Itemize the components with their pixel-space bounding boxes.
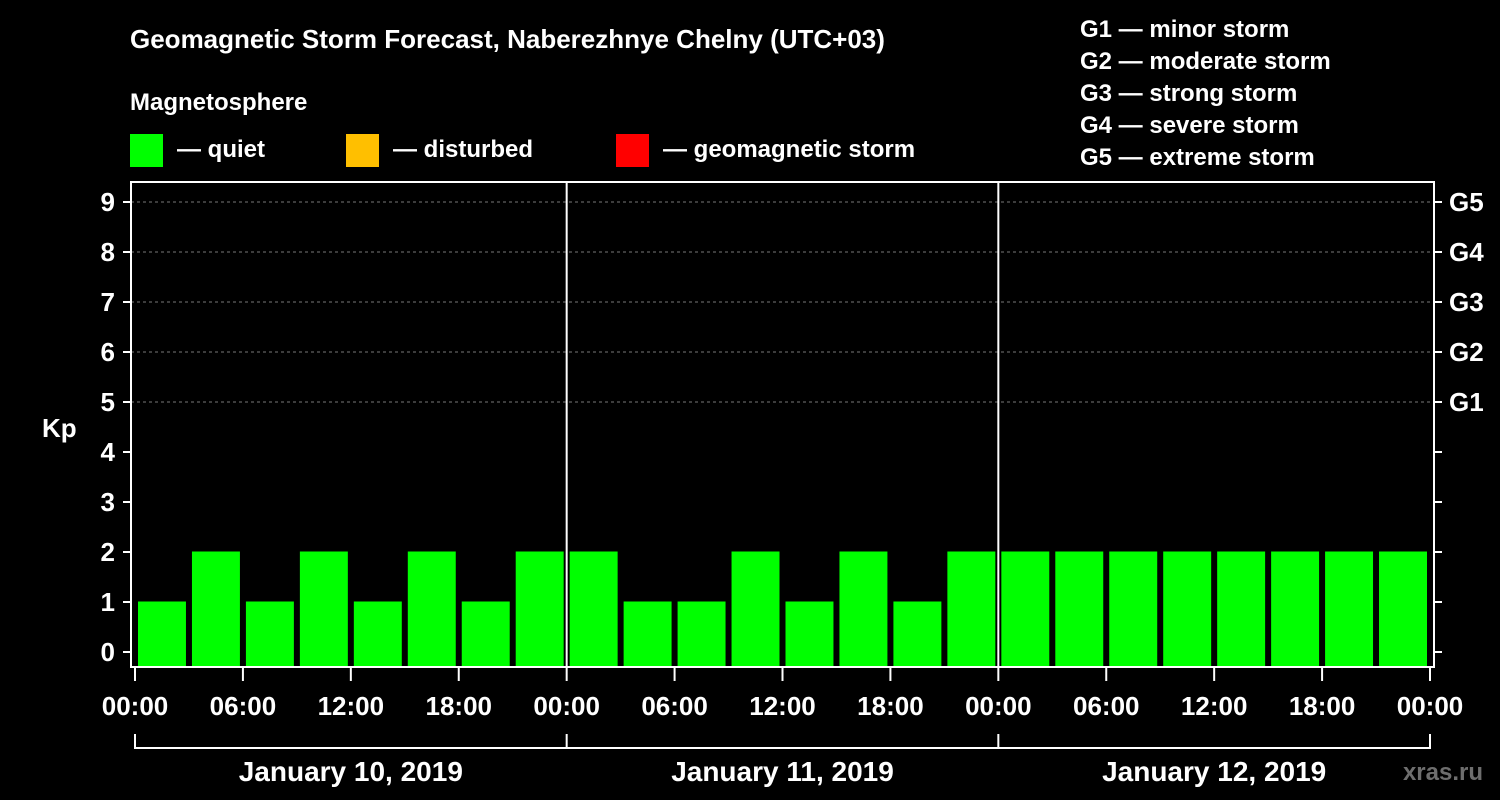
x-tick-label-12: 00:00 [1397,691,1464,721]
x-tick-label-2: 12:00 [318,691,385,721]
x-tick-label-9: 06:00 [1073,691,1140,721]
day-label-1: January 11, 2019 [671,756,894,787]
x-tick-label-4: 00:00 [533,691,600,721]
right-tick-label-G3: G3 [1449,287,1484,317]
bar-7 [515,551,564,667]
x-axis-ticks: 00:00 06:00 12:00 18:00 00:00 06:00 12:00 18:00… [102,667,1464,721]
bar-series [138,551,1427,667]
bar-9 [623,601,672,667]
x-tick-label-3: 18:00 [426,691,493,721]
bar-21 [1271,551,1320,667]
bar-12 [785,601,834,667]
storm-scale-item-0: G1 — minor storm [1080,16,1289,43]
bar-15 [947,551,996,667]
storm-scale-item-1: G2 — moderate storm [1080,48,1331,75]
day-separators [134,182,1431,749]
y-tick-label-5: 5 [101,387,115,417]
legend-label-1: — disturbed [393,136,533,163]
bar-16 [1001,551,1050,667]
y-axis-label: Kp [42,413,77,443]
y-tick-label-4: 4 [101,437,116,467]
bar-20 [1217,551,1266,667]
y-tick-label-2: 2 [101,537,115,567]
bar-3 [299,551,348,667]
y-tick-label-7: 7 [101,287,115,317]
bar-1 [191,551,240,667]
storm-scale-item-4: G5 — extreme storm [1080,144,1315,171]
right-axis-ticks: G1 G2 G3 G4 G5 [1434,187,1484,653]
right-tick-label-G1: G1 [1449,387,1484,417]
bar-18 [1109,551,1158,667]
x-tick-label-5: 06:00 [641,691,708,721]
bar-2 [245,601,294,667]
bar-6 [461,601,510,667]
x-tick-label-10: 12:00 [1181,691,1248,721]
x-tick-label-8: 00:00 [965,691,1032,721]
bar-22 [1325,551,1374,667]
y-axis-ticks: 0 1 2 3 4 5 6 7 8 9 [101,187,131,667]
x-tick-label-11: 18:00 [1289,691,1356,721]
legend-label-2: — geomagnetic storm [663,136,915,163]
y-tick-label-8: 8 [101,237,115,267]
bar-5 [407,551,456,667]
legend-title: Magnetosphere [130,89,307,116]
y-tick-label-9: 9 [101,187,115,217]
legend-swatch-0 [130,134,163,167]
day-label-2: January 12, 2019 [1102,756,1326,787]
legend-label-0: — quiet [177,136,265,163]
bar-23 [1379,551,1427,667]
right-tick-label-G4: G4 [1449,237,1484,267]
legend-swatch-2 [616,134,649,167]
y-tick-label-3: 3 [101,487,115,517]
bar-11 [731,551,780,667]
right-tick-label-G2: G2 [1449,337,1484,367]
storm-scale-legend: G1 — minor storm G2 — moderate storm G3 — … [1080,16,1331,171]
y-tick-label-0: 0 [101,637,115,667]
right-tick-label-G5: G5 [1449,187,1484,217]
bar-0 [138,601,186,667]
bar-8 [569,551,618,667]
watermark: xras.ru [1403,759,1483,786]
magnetosphere-legend: — quiet — disturbed — geomagnetic storm [130,134,915,167]
legend-swatch-1 [346,134,379,167]
y-tick-label-6: 6 [101,337,115,367]
y-tick-label-1: 1 [101,587,115,617]
bar-4 [353,601,402,667]
x-tick-label-7: 18:00 [857,691,924,721]
day-labels: January 10, 2019 January 11, 2019 January … [239,756,1327,787]
x-tick-label-6: 12:00 [749,691,816,721]
x-tick-label-0: 00:00 [102,691,169,721]
bar-14 [893,601,942,667]
day-label-0: January 10, 2019 [239,756,463,787]
storm-scale-item-3: G4 — severe storm [1080,112,1299,139]
bar-13 [839,551,888,667]
grid-lines [131,201,1434,403]
bar-10 [677,601,726,667]
storm-scale-item-2: G3 — strong storm [1080,80,1297,107]
x-tick-label-1: 06:00 [210,691,277,721]
bar-17 [1055,551,1104,667]
chart-title: Geomagnetic Storm Forecast, Naberezhnye … [130,24,885,54]
bar-19 [1163,551,1212,667]
